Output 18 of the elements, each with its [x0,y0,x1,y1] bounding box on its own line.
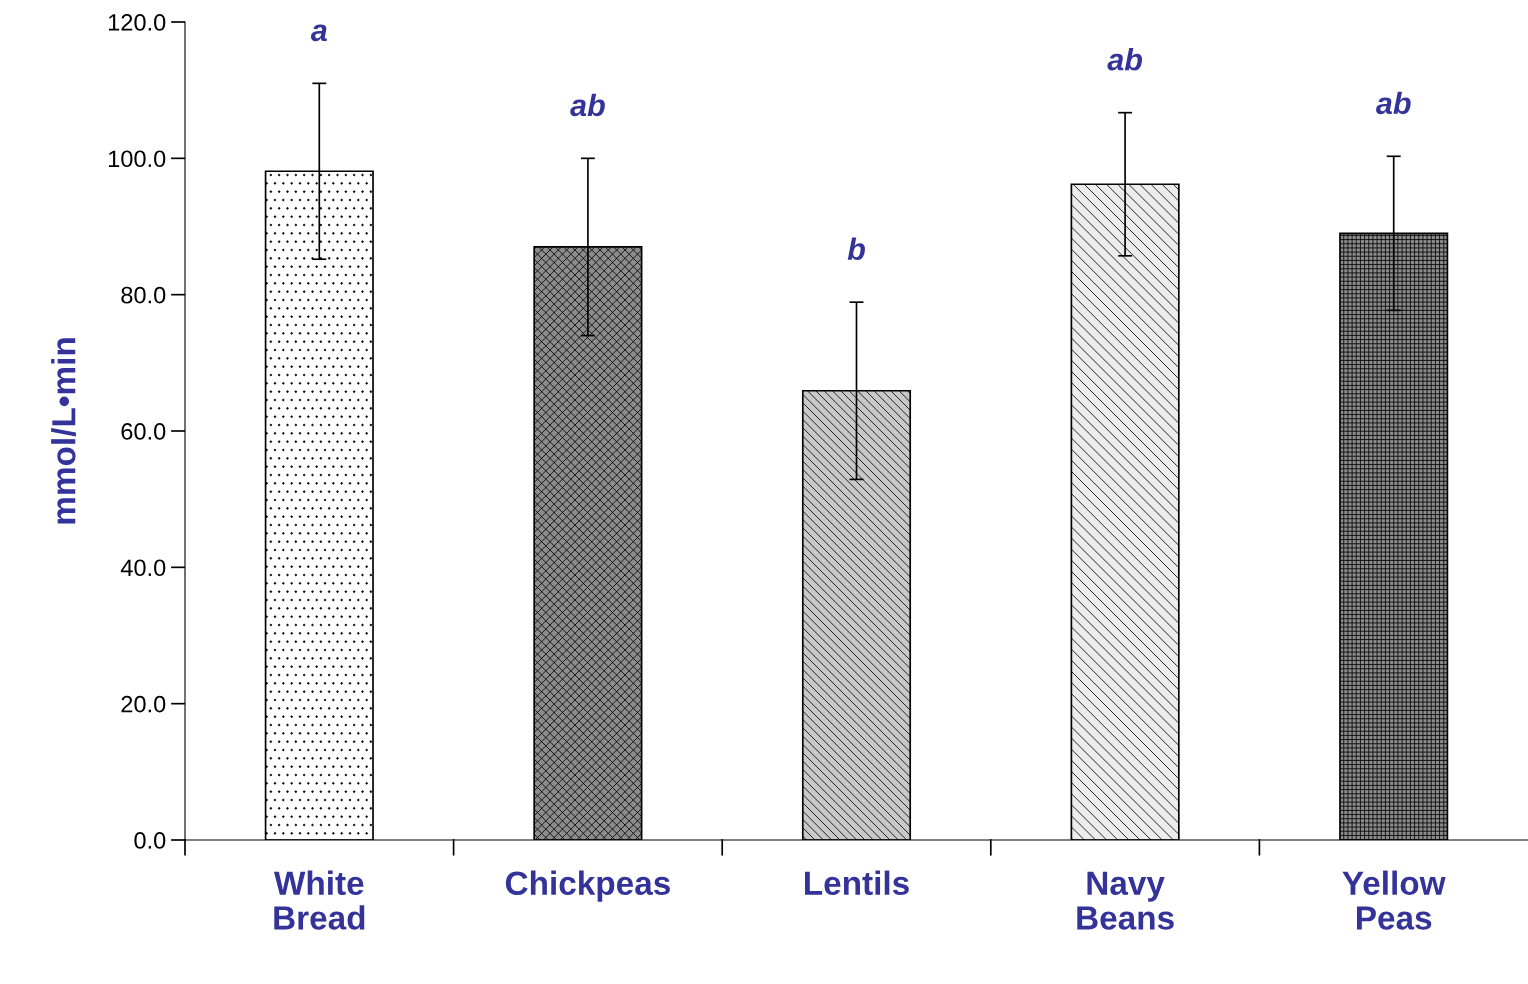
y-tick-label: 60.0 [121,423,166,440]
x-tick-label: White Bread [273,870,365,930]
x-tick-label: Yellow Peas [1342,870,1446,930]
annotation: ab [570,93,605,117]
x-tick-label: Navy Beans [1077,871,1174,930]
y-tick-label: 80.0 [121,286,166,304]
x-tick-label: Chickpeas [505,870,670,902]
y-tick-label: 40.0 [120,559,166,577]
x-tick-label: Lentils [805,870,909,896]
annotation: ab [1376,91,1411,115]
annotation: b [847,237,865,261]
annotation: ab [1107,48,1143,71]
y-tick-label: 100.0 [108,150,166,168]
y-tick-label: 20.0 [121,695,166,713]
annotation: a [310,24,327,42]
y-tick-label: 120.0 [108,14,166,31]
y-axis-title: mmol/L•min [51,338,76,524]
y-tick-label: 0.0 [134,832,166,849]
